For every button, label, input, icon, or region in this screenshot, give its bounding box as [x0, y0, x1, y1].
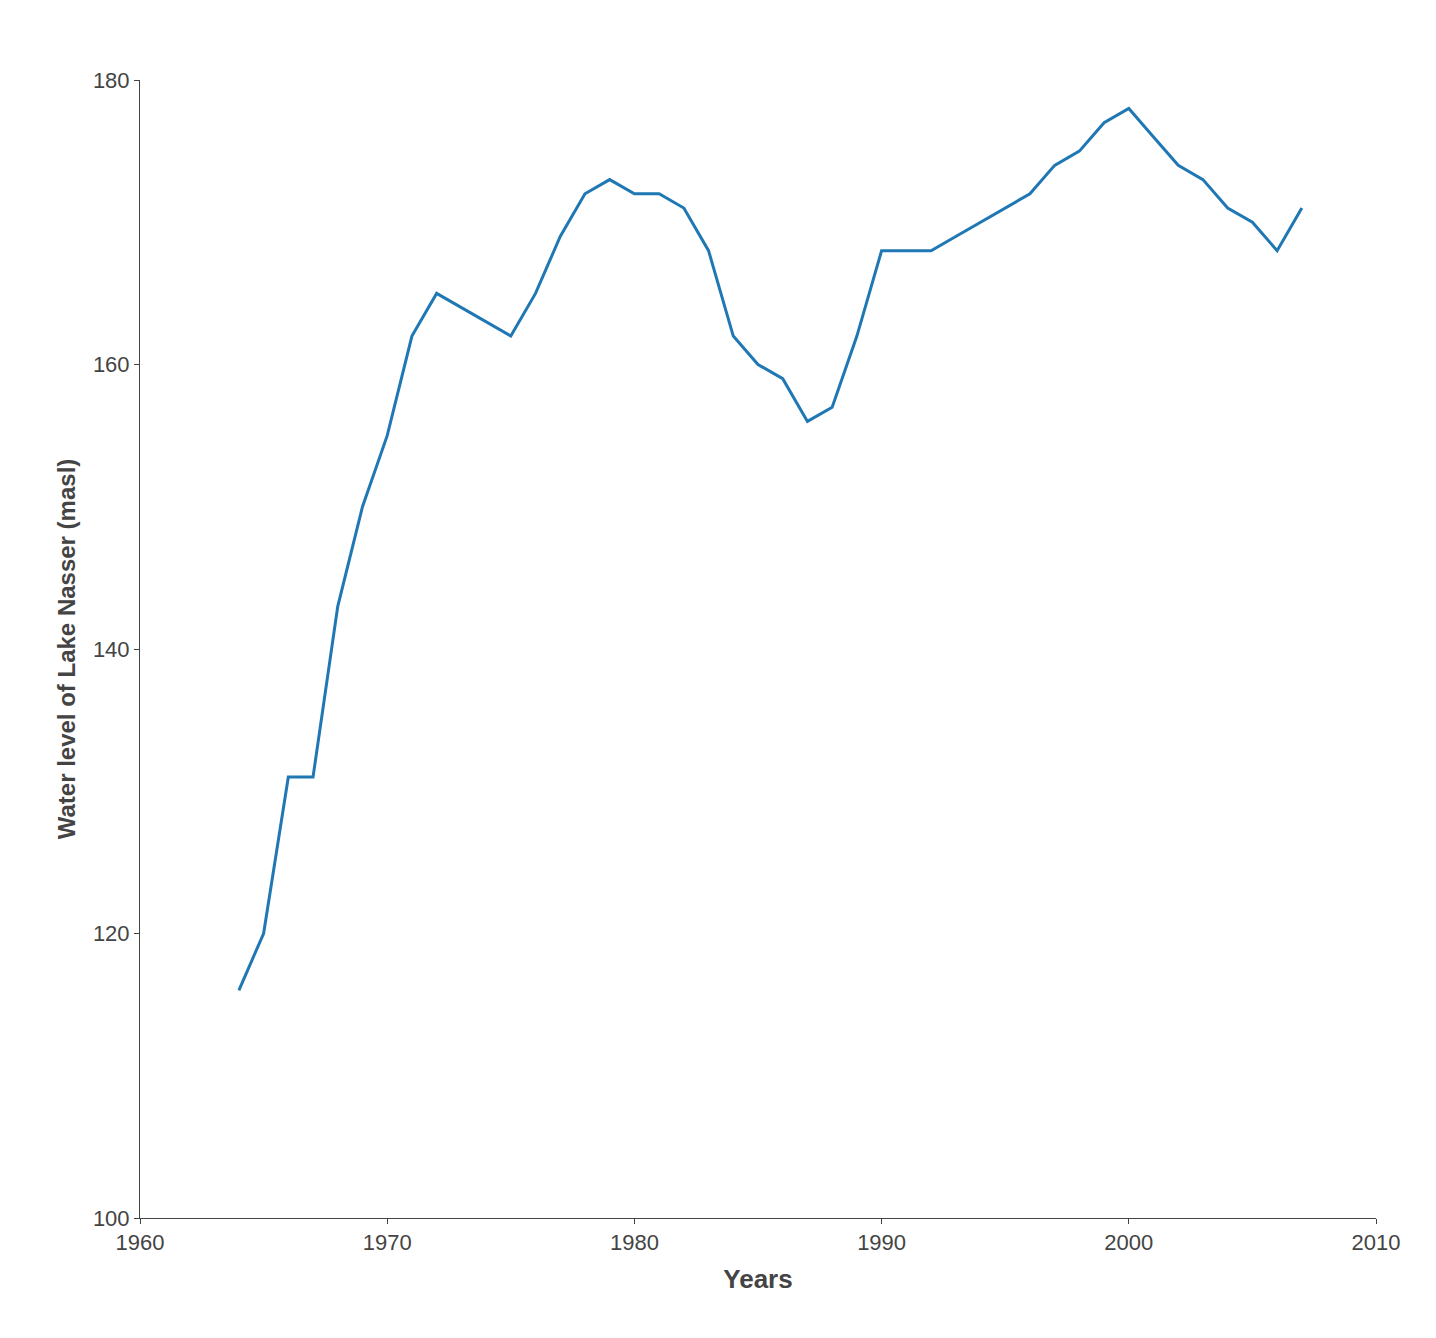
svg-text:Water level of Lake Nasser (ma: Water level of Lake Nasser (masl) — [53, 459, 80, 840]
svg-text:120: 120 — [93, 921, 130, 946]
svg-text:1970: 1970 — [363, 1230, 412, 1255]
svg-text:2000: 2000 — [1104, 1230, 1153, 1255]
svg-text:2010: 2010 — [1352, 1230, 1401, 1255]
svg-text:140: 140 — [93, 637, 130, 662]
svg-text:160: 160 — [93, 352, 130, 377]
svg-text:1980: 1980 — [610, 1230, 659, 1255]
svg-text:Years: Years — [723, 1264, 792, 1294]
svg-text:100: 100 — [93, 1206, 130, 1231]
svg-text:1990: 1990 — [857, 1230, 906, 1255]
svg-text:180: 180 — [93, 68, 130, 93]
svg-text:1960: 1960 — [116, 1230, 165, 1255]
